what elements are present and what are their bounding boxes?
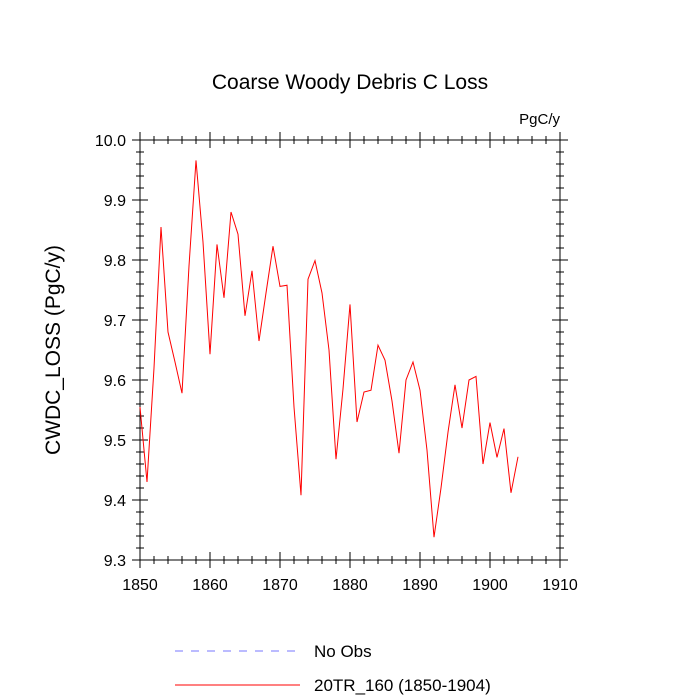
y-tick-label: 9.7 bbox=[104, 313, 126, 330]
y-tick-label: 9.6 bbox=[104, 373, 126, 390]
legend-label-20tr-160: 20TR_160 (1850-1904) bbox=[314, 676, 491, 695]
y-tick-label: 9.5 bbox=[104, 433, 126, 450]
axis-ticks bbox=[132, 132, 568, 568]
x-tick-label: 1860 bbox=[192, 577, 228, 594]
x-tick-label: 1900 bbox=[472, 577, 508, 594]
chart-title: Coarse Woody Debris C Loss bbox=[212, 71, 488, 94]
y-tick-label: 9.8 bbox=[104, 253, 126, 270]
x-tick-label: 1880 bbox=[332, 577, 368, 594]
legend-label-no-obs: No Obs bbox=[314, 642, 372, 661]
series-line-20tr-160 bbox=[139, 160, 519, 538]
y-tick-label: 9.3 bbox=[104, 553, 126, 570]
y-axis-label: CWDC_LOSS (PgC/y) bbox=[42, 245, 65, 455]
x-tick-label: 1870 bbox=[262, 577, 298, 594]
x-tick-label: 1910 bbox=[542, 577, 578, 594]
plot-frame bbox=[139, 139, 561, 561]
y-tick-label: 9.4 bbox=[104, 493, 126, 510]
y-tick-label: 9.9 bbox=[104, 193, 126, 210]
series-layer bbox=[139, 160, 519, 538]
x-tick-label: 1890 bbox=[402, 577, 438, 594]
units-label: PgC/y bbox=[519, 111, 560, 128]
y-tick-label: 10.0 bbox=[95, 133, 126, 150]
axis-tick-labels: 1850 1860 1870 1880 1890 1900 1910 9.3 9.4 9.5 9.6… bbox=[95, 133, 578, 594]
x-tick-label: 1850 bbox=[122, 577, 158, 594]
legend: No Obs 20TR_160 (1850-1904) bbox=[175, 642, 491, 695]
